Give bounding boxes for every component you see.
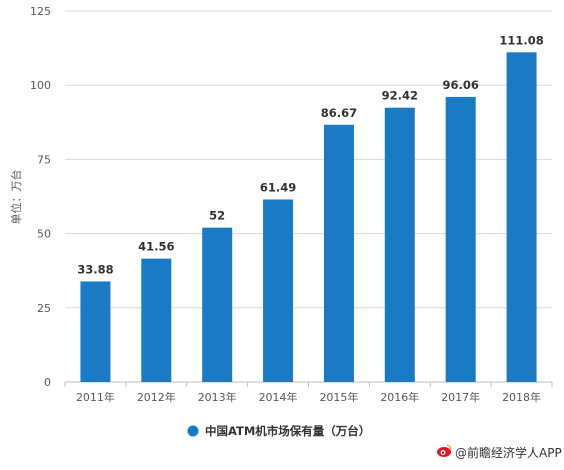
y-axis-ticks: 0 25 50 75 100 125 <box>30 5 51 389</box>
bar <box>506 52 537 382</box>
data-label: 61.49 <box>260 180 296 194</box>
y-tick-label: 0 <box>44 376 51 389</box>
bar <box>80 281 111 382</box>
y-tick-label: 75 <box>37 153 51 166</box>
x-tick-label: 2012年 <box>137 390 176 404</box>
data-label: 33.88 <box>77 262 113 276</box>
legend: 中国ATM机市场保有量（万台） <box>187 424 370 438</box>
y-axis-label: 单位：万台 <box>9 170 23 225</box>
y-tick-label: 100 <box>30 79 51 92</box>
legend-marker <box>187 425 199 437</box>
bar <box>445 96 476 382</box>
x-tick-label: 2015年 <box>319 390 358 404</box>
data-label: 111.08 <box>499 33 543 47</box>
bar <box>141 258 172 382</box>
y-tick-label: 50 <box>37 228 51 241</box>
y-tick-label: 25 <box>37 302 51 315</box>
data-label: 92.42 <box>382 89 418 103</box>
y-tick-label: 125 <box>30 5 51 18</box>
x-tick-label: 2011年 <box>76 390 115 404</box>
data-label: 41.56 <box>138 240 174 254</box>
bars <box>80 52 537 383</box>
weibo-icon <box>437 444 452 457</box>
bar <box>263 199 294 382</box>
bar <box>384 107 415 382</box>
bar <box>202 227 233 382</box>
x-tick-label: 2017年 <box>441 390 480 404</box>
x-tick-label: 2014年 <box>259 390 298 404</box>
x-axis-ticks: 2011年 2012年 2013年 2014年 2015年 2016年 2017年 2018年 <box>64 382 553 404</box>
x-tick-label: 2016年 <box>380 390 419 404</box>
data-label: 86.67 <box>321 106 357 120</box>
data-label: 52 <box>209 209 225 223</box>
source-text: @前瞻经济学人APP <box>455 445 562 460</box>
bar <box>323 124 354 383</box>
data-labels: 33.88 41.56 52 61.49 86.67 92.42 96.06 111.08 <box>77 33 544 276</box>
gridlines <box>65 10 552 383</box>
x-tick-label: 2013年 <box>198 390 237 404</box>
source-credit: @前瞻经济学人APP <box>437 444 562 460</box>
legend-label: 中国ATM机市场保有量（万台） <box>205 424 370 438</box>
data-label: 96.06 <box>442 78 478 92</box>
x-tick-label: 2018年 <box>502 390 541 404</box>
